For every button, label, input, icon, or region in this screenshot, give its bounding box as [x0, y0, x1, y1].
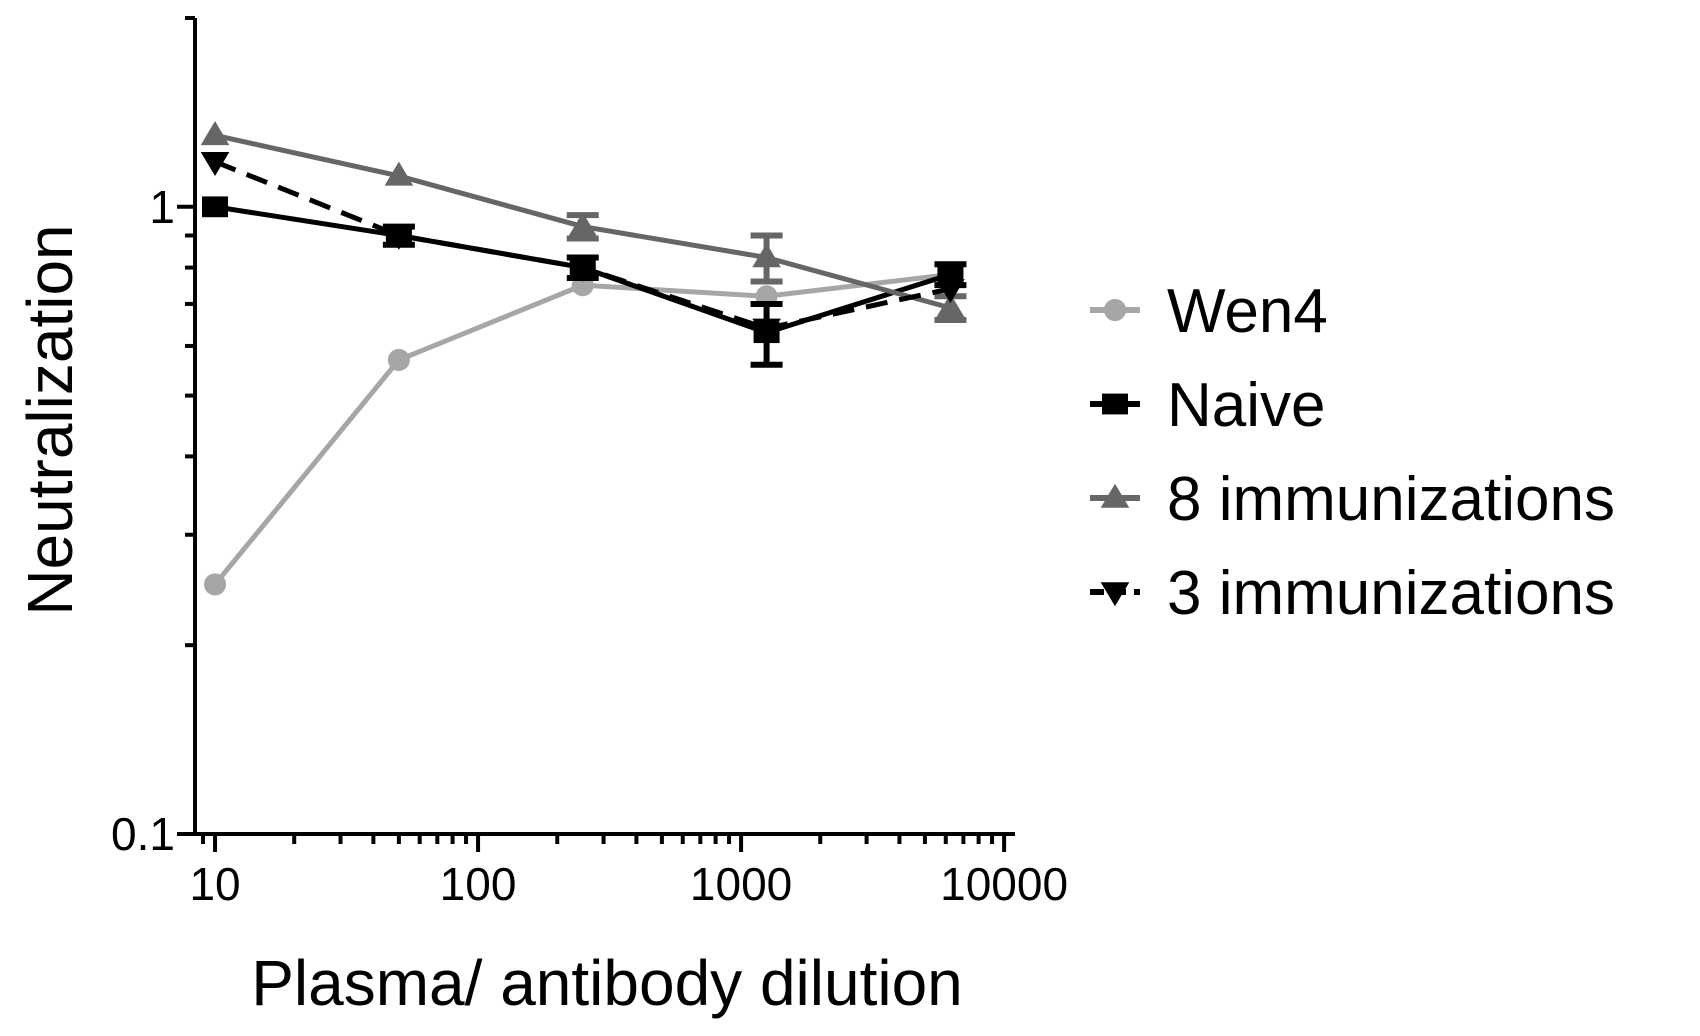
legend-marker	[1100, 582, 1130, 607]
x-tick-label: 10	[189, 858, 240, 910]
legend-label: Naive	[1167, 371, 1326, 440]
x-tick-label: 10000	[940, 858, 1068, 910]
legend-item: Wen4	[1090, 277, 1328, 346]
x-axis-title: Plasma/ antibody dilution	[251, 947, 963, 1019]
data-point	[936, 293, 965, 318]
legend-marker	[1102, 393, 1128, 415]
data-point	[202, 196, 229, 218]
y-tick-label: 0.1	[111, 808, 175, 860]
legend-marker	[1100, 483, 1130, 508]
data-point	[203, 573, 227, 596]
series-3-immunizations	[200, 151, 965, 343]
x-tick-label: 100	[440, 858, 517, 910]
series-layer	[200, 121, 967, 596]
data-point	[936, 279, 965, 304]
data-point	[568, 257, 598, 282]
legend-marker	[1103, 298, 1127, 322]
legend-label: 8 immunizations	[1167, 465, 1615, 534]
y-tick-label: 1	[149, 181, 175, 233]
data-point	[752, 243, 781, 268]
data-point	[752, 318, 781, 343]
data-point	[200, 151, 230, 177]
legend: Wen4 Naive 8 immunizations 3 immunizations	[1090, 277, 1615, 628]
series-line	[214, 159, 951, 331]
data-point	[384, 225, 414, 250]
legend-label: 3 immunizations	[1167, 559, 1615, 628]
y-axis-title: Neutralization	[14, 224, 86, 615]
legend-item: 3 immunizations	[1090, 559, 1615, 628]
series-line	[213, 271, 951, 586]
data-point	[387, 348, 410, 371]
data-point	[200, 121, 230, 146]
x-tick-label: 1000	[690, 858, 792, 910]
data-point	[384, 161, 414, 186]
data-point	[568, 212, 598, 237]
legend-label: Wen4	[1167, 277, 1328, 346]
axes: 0.1 1 10 100 1000 10000	[111, 16, 1068, 910]
series-8-immunizations	[200, 121, 967, 323]
legend-item: Naive	[1090, 371, 1326, 440]
legend-item: 8 immunizations	[1090, 465, 1615, 534]
